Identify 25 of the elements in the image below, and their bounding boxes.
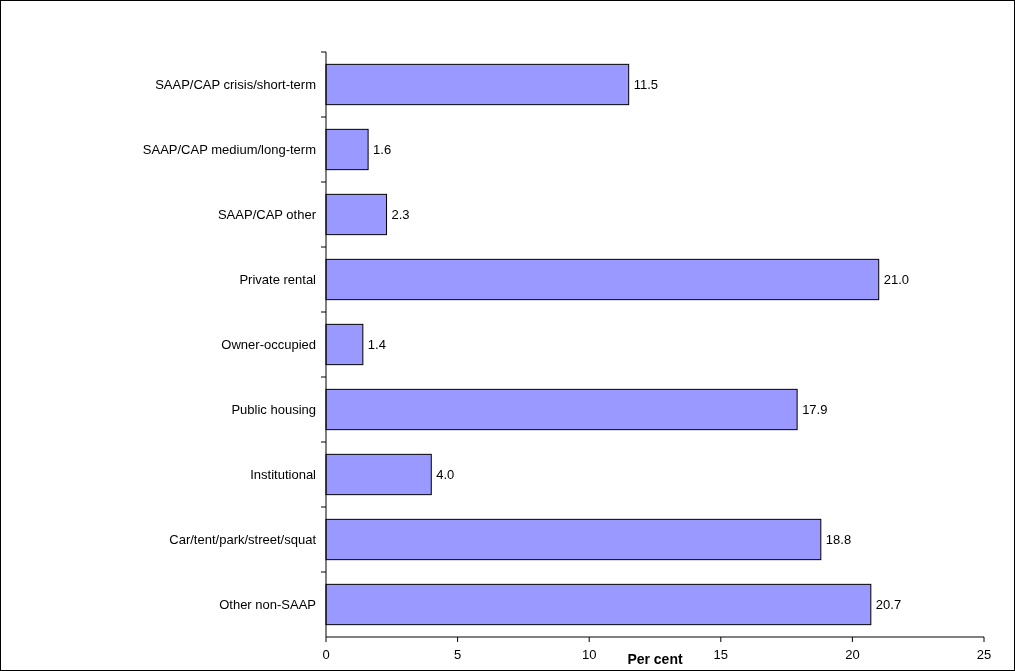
y-tick-label: Car/tent/park/street/squat: [169, 532, 317, 548]
data-label: 11.5: [633, 77, 659, 93]
y-tick-label: SAAP/CAP crisis/short-term: [155, 77, 316, 93]
y-tick-label: SAAP/CAP other: [217, 207, 317, 223]
data-label: 21.0: [883, 272, 910, 288]
x-tick-label: 5: [453, 647, 462, 662]
x-tick-label: 15: [713, 647, 729, 662]
y-tick-label: Private rental: [239, 272, 317, 288]
x-tick-label: 10: [581, 647, 597, 662]
y-tick-label: SAAP/CAP medium/long-term: [142, 142, 316, 158]
data-label: 18.8: [825, 532, 852, 548]
y-tick-label: Public housing: [231, 402, 316, 418]
x-tick-label: 0: [322, 647, 330, 662]
data-label: 1.6: [373, 142, 392, 158]
data-label: 2.3: [391, 207, 410, 223]
x-tick-label: 25: [976, 647, 992, 662]
data-label: 4.0: [436, 467, 455, 483]
y-tick-label: Owner-occupied: [221, 337, 316, 353]
data-label: 20.7: [875, 597, 902, 613]
data-label: 17.9: [802, 402, 828, 418]
x-axis-title: Per cent: [627, 651, 683, 667]
y-tick-label: Institutional: [250, 467, 317, 483]
y-tick-label: Other non-SAAP: [219, 597, 316, 613]
x-tick-label: 20: [845, 647, 860, 662]
data-label: 1.4: [367, 337, 386, 353]
